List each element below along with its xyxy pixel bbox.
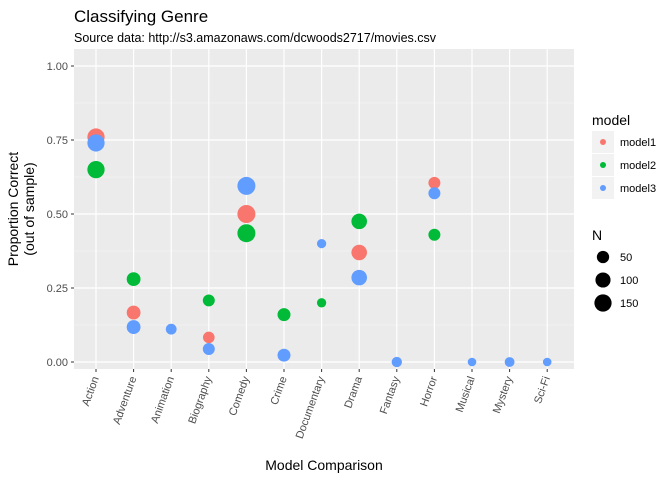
- color-legend-title: model: [592, 112, 630, 128]
- size-key-50: [596, 250, 610, 264]
- data-point-model2: [237, 224, 256, 243]
- x-tick-label: Drama: [342, 374, 365, 410]
- data-point-model2: [428, 228, 441, 241]
- data-point-model1: [126, 305, 141, 320]
- data-point-model3: [87, 134, 105, 152]
- y-axis-subtitle: (out of sample): [21, 162, 37, 255]
- y-tick-label: 0.00: [47, 357, 68, 369]
- x-tick-label: Biography: [186, 374, 214, 425]
- data-point-model3: [277, 348, 291, 362]
- x-tick-label: Comedy: [227, 374, 252, 417]
- size-label-50: 50: [620, 252, 632, 264]
- data-point-model3: [504, 357, 515, 367]
- chart-subtitle: Source data: http://s3.amazonaws.com/dcw…: [74, 31, 437, 45]
- x-tick-label: Fantasy: [378, 374, 403, 415]
- data-point-model3: [428, 187, 441, 200]
- y-tick-label: 0.25: [47, 283, 68, 295]
- x-tick-label: Sci-Fi: [532, 375, 553, 406]
- x-tick-label: Action: [80, 375, 102, 408]
- size-legend-title: N: [592, 227, 602, 243]
- x-tick-label: Animation: [149, 375, 177, 425]
- size-legend: N 50 100 150: [592, 227, 638, 314]
- data-point-model3: [391, 356, 402, 368]
- data-point-model2: [126, 272, 141, 287]
- data-points: [87, 128, 552, 368]
- x-tick-label: Documentary: [294, 374, 328, 440]
- legend-key-model1: [600, 139, 606, 145]
- plot-panel: [74, 49, 574, 369]
- y-axis: 0.00 0.25 0.50 0.75 1.00: [47, 61, 74, 369]
- data-point-model2: [87, 160, 105, 179]
- data-point-model3: [165, 323, 177, 335]
- legend-label-model2: model2: [620, 160, 656, 172]
- data-point-model2: [316, 298, 327, 308]
- size-key-150: [594, 294, 612, 312]
- x-axis-title: Model Comparison: [265, 457, 383, 473]
- chart-title: Classifying Genre: [74, 7, 208, 26]
- size-label-150: 150: [620, 298, 638, 310]
- data-point-model3: [316, 238, 327, 249]
- x-tick-label: Crime: [269, 375, 290, 407]
- data-point-model1: [428, 176, 441, 189]
- legend-label-model3: model3: [620, 183, 656, 195]
- data-point-model1: [202, 331, 215, 344]
- data-point-model2: [351, 213, 367, 230]
- x-tick-label: Musical: [454, 375, 478, 414]
- data-point-model3: [351, 269, 367, 286]
- data-point-model2: [277, 308, 291, 322]
- y-tick-label: 0.50: [47, 209, 68, 221]
- legend-key-model3: [600, 185, 606, 191]
- data-point-model2: [202, 294, 215, 307]
- color-legend: model model1 model2 model3: [592, 112, 656, 199]
- data-point-model1: [237, 205, 256, 223]
- x-axis: Action Adventure Animation Biography Comedy C…: [80, 369, 553, 441]
- x-tick-label: Adventure: [111, 375, 139, 426]
- data-point-model1: [351, 244, 367, 261]
- y-tick-label: 0.75: [47, 135, 68, 147]
- y-axis-title: Proportion Correct: [5, 152, 21, 266]
- size-label-100: 100: [620, 275, 638, 287]
- data-point-model3: [126, 320, 141, 334]
- data-point-model3: [237, 176, 256, 195]
- x-tick-label: Mystery: [491, 374, 516, 415]
- legend-label-model1: model1: [620, 137, 656, 149]
- legend-key-model2: [600, 162, 606, 168]
- size-key-100: [595, 272, 611, 288]
- x-tick-label: Horror: [418, 375, 440, 409]
- data-point-model3: [202, 342, 215, 355]
- y-tick-label: 1.00: [47, 61, 68, 73]
- data-point-model3: [467, 357, 477, 367]
- data-point-model3: [542, 357, 552, 367]
